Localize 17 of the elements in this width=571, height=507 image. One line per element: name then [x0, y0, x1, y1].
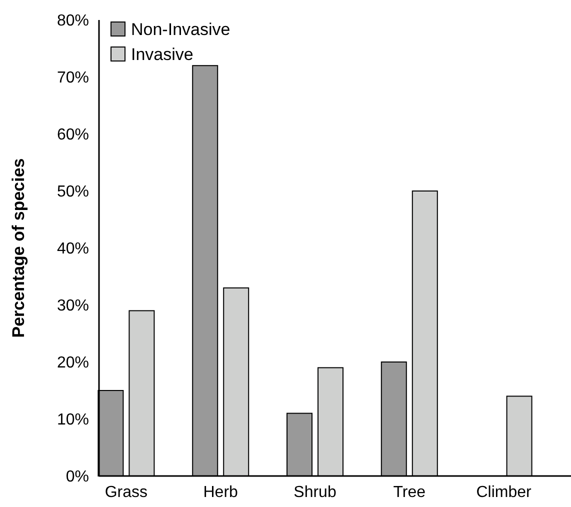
y-tick-label: 20% [56, 354, 89, 372]
y-tick-label: 30% [56, 298, 89, 315]
x-tick-label: Herb [203, 484, 238, 501]
y-axis-title: Percentage of species [9, 158, 28, 338]
x-tick-label: Shrub [294, 484, 336, 501]
y-tick-label: 0% [66, 468, 89, 486]
x-tick-label: Tree [393, 484, 426, 501]
legend-label: Invasive [131, 44, 194, 64]
y-tick-label: 10% [56, 412, 89, 429]
y-tick-label: 40% [56, 240, 89, 258]
x-tick-label: Climber [476, 484, 532, 501]
x-tick-label: Grass [104, 484, 148, 501]
y-tick-label: 80% [56, 12, 89, 30]
legend-label: Non-Invasive [131, 20, 230, 39]
y-tick-label: 50% [56, 184, 89, 201]
y-tick-label: 60% [56, 126, 89, 144]
y-tick-label: 70% [56, 70, 89, 87]
